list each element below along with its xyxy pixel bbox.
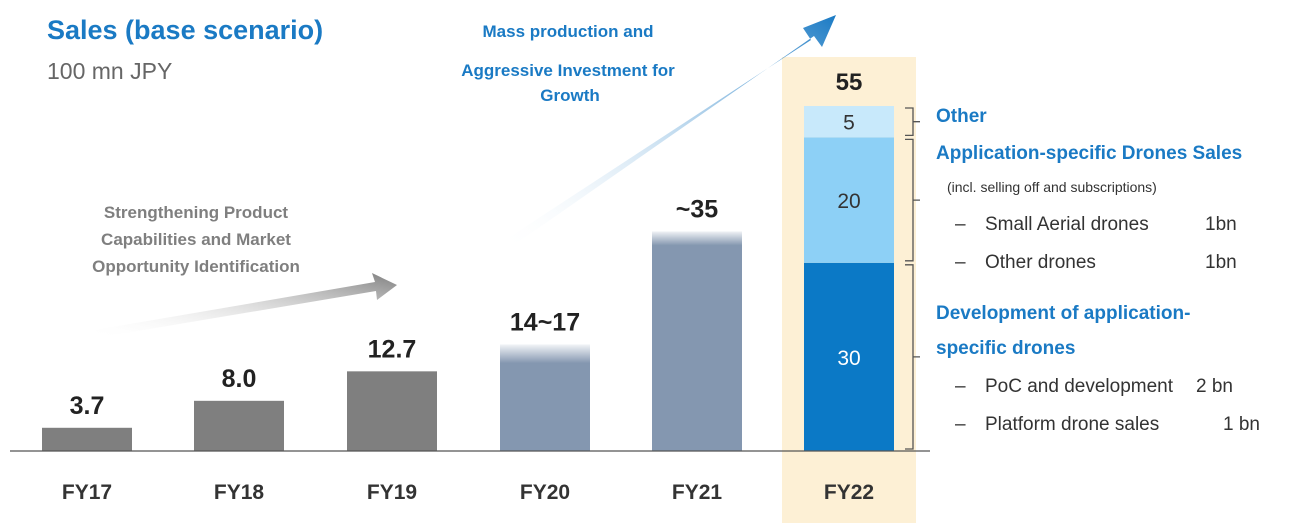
bar-fy19 bbox=[347, 371, 437, 451]
legend-development-item: – Platform drone sales 1 bn bbox=[955, 414, 1260, 436]
legend-dash: – bbox=[955, 376, 966, 397]
x-tick-label: FY22 bbox=[824, 481, 874, 504]
bar-range-fade bbox=[498, 342, 592, 364]
bar-fy17 bbox=[42, 427, 132, 451]
legend-sales-item: – Other drones 1bn bbox=[955, 252, 1237, 274]
x-tick-label: FY19 bbox=[367, 481, 417, 504]
legend-item-value: 1 bn bbox=[1223, 414, 1260, 435]
strengthening-annotation-line-1: Strengthening Product bbox=[103, 203, 289, 222]
growth-annotation-line-3: Growth bbox=[540, 86, 600, 105]
bar-range-fade bbox=[650, 229, 744, 246]
legend-item-value: 2 bn bbox=[1196, 376, 1233, 397]
legend-development-item: – PoC and development 2 bn bbox=[955, 376, 1233, 398]
bar-value-label: 3.7 bbox=[70, 392, 105, 420]
growth-annotation-line-2: Aggressive Investment for bbox=[461, 61, 675, 80]
segment-value-label: 5 bbox=[843, 112, 855, 135]
bar-value-label: 14~17 bbox=[510, 308, 580, 336]
segment-value-label: 20 bbox=[837, 190, 860, 213]
legend-sales-item: – Small Aerial drones 1bn bbox=[955, 214, 1237, 236]
segment-value-label: 30 bbox=[837, 347, 860, 370]
stacked-segment bbox=[804, 106, 894, 138]
bar-fy21 bbox=[652, 231, 742, 451]
legend-item-value: 1bn bbox=[1205, 252, 1237, 273]
growth-arrow-shape bbox=[502, 15, 836, 250]
chart-title: Sales (base scenario) bbox=[47, 15, 324, 45]
x-tick-label: FY20 bbox=[520, 481, 570, 504]
bar-value-label: ~35 bbox=[676, 195, 719, 223]
segment-brace bbox=[905, 107, 920, 137]
strengthening-annotation-line-2: Capabilities and Market bbox=[101, 230, 291, 249]
legend-other-title: Other bbox=[936, 106, 987, 127]
chart-subtitle: 100 mn JPY bbox=[47, 58, 173, 84]
x-tick-label: FY21 bbox=[672, 481, 723, 504]
strengthening-arrow-shape bbox=[95, 273, 397, 338]
legend-development-title-line-2: specific drones bbox=[936, 338, 1076, 359]
x-tick-label: FY18 bbox=[214, 481, 265, 504]
growth-annotation-line-1: Mass production and bbox=[482, 22, 654, 41]
segment-brace bbox=[905, 264, 920, 450]
legend-dash: – bbox=[955, 214, 966, 235]
legend-item-label: Other drones bbox=[985, 252, 1096, 273]
legend-item-label: Small Aerial drones bbox=[985, 214, 1149, 235]
strengthening-arrow bbox=[95, 273, 397, 338]
segment-brace bbox=[905, 138, 920, 262]
bar-value-label: 12.7 bbox=[368, 335, 417, 363]
x-tick-label: FY17 bbox=[62, 481, 112, 504]
stacked-segment bbox=[804, 137, 894, 263]
legend-item-label: Platform drone sales bbox=[985, 414, 1160, 435]
growth-arrow bbox=[502, 15, 836, 250]
stacked-segment bbox=[804, 262, 894, 451]
stacked-total-label: 55 bbox=[836, 69, 863, 96]
legend-development-title-line-1: Development of application- bbox=[936, 303, 1191, 324]
legend-sales-note: (incl. selling off and subscriptions) bbox=[947, 179, 1157, 195]
legend-dash: – bbox=[955, 414, 966, 435]
legend-item-label: PoC and development bbox=[985, 376, 1174, 397]
bar-value-label: 8.0 bbox=[222, 365, 257, 393]
legend-sales-title: Application-specific Drones Sales bbox=[936, 143, 1243, 164]
legend-dash: – bbox=[955, 252, 966, 273]
strengthening-annotation-line-3: Opportunity Identification bbox=[92, 257, 300, 276]
bar-fy18 bbox=[194, 400, 284, 451]
legend-item-value: 1bn bbox=[1205, 214, 1237, 235]
